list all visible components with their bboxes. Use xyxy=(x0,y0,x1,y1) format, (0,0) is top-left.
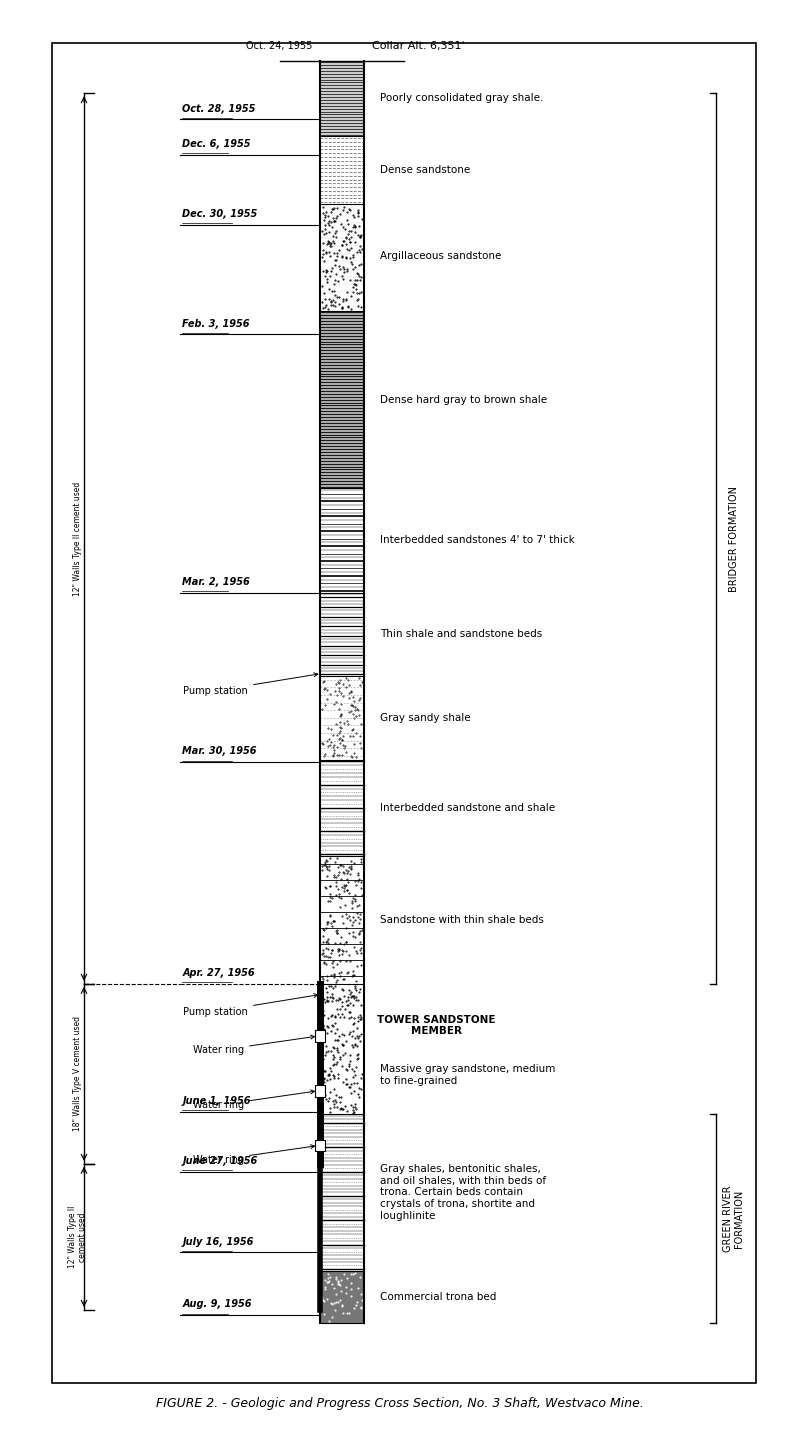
Text: Apr. 27, 1956: Apr. 27, 1956 xyxy=(182,967,255,978)
Bar xyxy=(320,1115,364,1271)
Text: June 1, 1956: June 1, 1956 xyxy=(182,1096,251,1106)
Text: Water ring: Water ring xyxy=(193,1145,314,1165)
Text: Pump station: Pump station xyxy=(183,993,318,1017)
Text: 18" Walls Type V cement used: 18" Walls Type V cement used xyxy=(73,1017,82,1131)
Bar xyxy=(320,676,364,760)
Text: Dec. 30, 1955: Dec. 30, 1955 xyxy=(182,209,258,219)
Text: July 16, 1956: July 16, 1956 xyxy=(182,1236,254,1246)
Text: FIGURE 2. - Geologic and Progress Cross Section, No. 3 Shaft, Westvaco Mine.: FIGURE 2. - Geologic and Progress Cross … xyxy=(156,1396,644,1411)
Text: Aug. 9, 1956: Aug. 9, 1956 xyxy=(182,1300,252,1310)
Bar xyxy=(52,43,756,1383)
Text: Dec. 6, 1955: Dec. 6, 1955 xyxy=(182,139,251,149)
Bar xyxy=(315,1139,325,1151)
Bar xyxy=(320,983,364,1115)
Bar xyxy=(320,61,364,136)
Text: BRIDGER FORMATION: BRIDGER FORMATION xyxy=(729,485,738,592)
Text: June 27, 1956: June 27, 1956 xyxy=(182,1155,258,1165)
Bar xyxy=(320,136,364,204)
Text: TOWER SANDSTONE
MEMBER: TOWER SANDSTONE MEMBER xyxy=(377,1015,495,1037)
Text: Mar. 30, 1956: Mar. 30, 1956 xyxy=(182,747,257,757)
Bar xyxy=(320,488,364,592)
Bar xyxy=(320,310,364,488)
Text: Dense sandstone: Dense sandstone xyxy=(380,165,470,175)
Text: Pump station: Pump station xyxy=(183,673,318,696)
Text: Water ring: Water ring xyxy=(193,1090,314,1110)
Bar xyxy=(320,310,364,488)
Text: Mar. 2, 1956: Mar. 2, 1956 xyxy=(182,576,250,586)
Bar xyxy=(320,592,364,676)
Text: Thin shale and sandstone beds: Thin shale and sandstone beds xyxy=(380,630,542,640)
Text: Poorly consolidated gray shale.: Poorly consolidated gray shale. xyxy=(380,94,543,104)
Text: Water ring: Water ring xyxy=(193,1035,314,1056)
Text: Dense hard gray to brown shale: Dense hard gray to brown shale xyxy=(380,394,547,404)
Text: 12" Walls Type II cement used: 12" Walls Type II cement used xyxy=(73,481,82,596)
Bar xyxy=(320,1271,364,1323)
Bar xyxy=(315,1084,325,1096)
Text: Sandstone with thin shale beds: Sandstone with thin shale beds xyxy=(380,915,544,926)
Bar xyxy=(320,760,364,856)
Bar xyxy=(320,61,364,136)
Bar xyxy=(320,856,364,983)
Bar xyxy=(320,204,364,310)
Text: Argillaceous sandstone: Argillaceous sandstone xyxy=(380,251,502,261)
Text: Oct. 28, 1955: Oct. 28, 1955 xyxy=(182,104,256,114)
Text: Interbedded sandstone and shale: Interbedded sandstone and shale xyxy=(380,803,555,813)
Text: Gray shales, bentonitic shales,
and oil shales, with thin beds of
trona. Certain: Gray shales, bentonitic shales, and oil … xyxy=(380,1164,546,1220)
Bar xyxy=(320,1271,364,1323)
Text: Commercial trona bed: Commercial trona bed xyxy=(380,1292,496,1302)
Text: Collar Alt. 6,351': Collar Alt. 6,351' xyxy=(372,40,465,51)
Text: Interbedded sandstones 4' to 7' thick: Interbedded sandstones 4' to 7' thick xyxy=(380,536,574,546)
Text: Gray sandy shale: Gray sandy shale xyxy=(380,713,470,723)
Text: GREEN RIVER
FORMATION: GREEN RIVER FORMATION xyxy=(723,1186,744,1252)
Text: Feb. 3, 1956: Feb. 3, 1956 xyxy=(182,319,250,329)
Text: Oct. 24, 1955: Oct. 24, 1955 xyxy=(246,40,312,51)
Bar xyxy=(315,1030,325,1041)
Text: 12" Walls Type II
cement used: 12" Walls Type II cement used xyxy=(68,1206,87,1268)
Text: Massive gray sandstone, medium
to fine-grained: Massive gray sandstone, medium to fine-g… xyxy=(380,1064,555,1086)
